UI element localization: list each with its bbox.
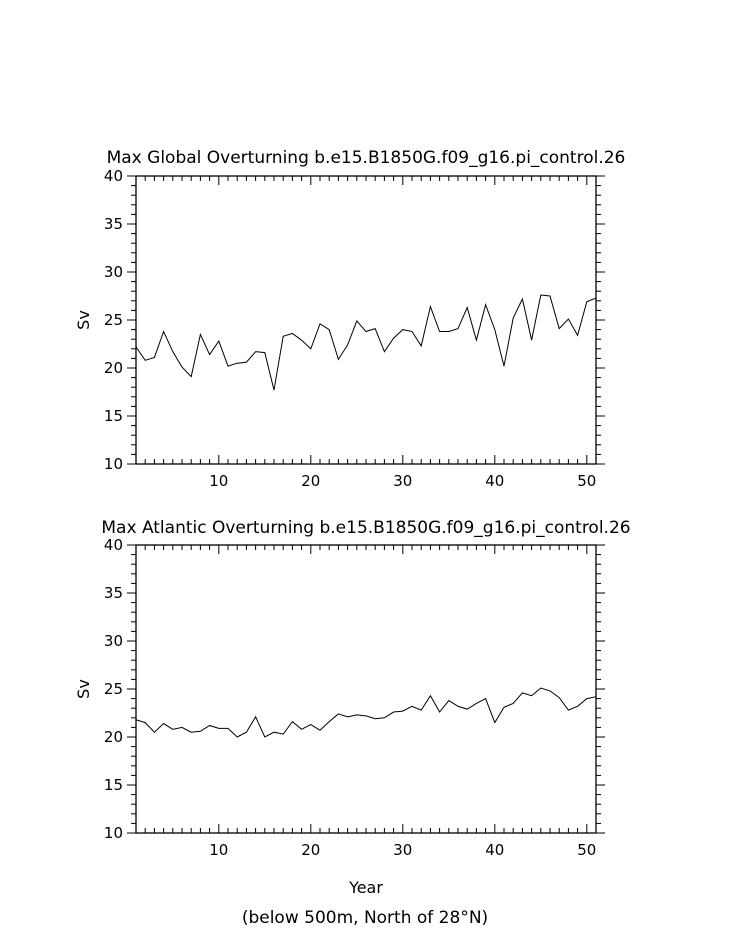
global-x-tick-label: 10 (209, 472, 228, 490)
atlantic-series-line (135, 687, 597, 738)
atlantic-x-axis-label: Year (348, 878, 383, 897)
global-y-tick-label: 25 (104, 311, 123, 329)
global-chart-title: Max Global Overturning b.e15.B1850G.f09_… (107, 148, 626, 168)
global-y-tick-label: 10 (104, 455, 123, 473)
global-series-line (135, 294, 597, 391)
atlantic-x-tick-label: 40 (485, 841, 504, 859)
atlantic-x-tick-label: 30 (393, 841, 412, 859)
atlantic-y-tick-label: 15 (104, 776, 123, 794)
global-y-axis-label: Sv (74, 310, 93, 330)
atlantic-y-tick-label: 10 (104, 824, 123, 842)
global-y-tick-label: 35 (104, 215, 123, 233)
atlantic-y-tick-label: 35 (104, 584, 123, 602)
atlantic-x-tick-label: 50 (577, 841, 596, 859)
atlantic-y-tick-label: 30 (104, 632, 123, 650)
atlantic-x-tick-label: 10 (209, 841, 228, 859)
global-x-tick-label: 20 (301, 472, 320, 490)
global-x-tick-label: 50 (577, 472, 596, 490)
atlantic-x-tick-label: 20 (301, 841, 320, 859)
global-y-tick-label: 40 (104, 167, 123, 185)
global-x-tick-label: 30 (393, 472, 412, 490)
atlantic-y-tick-label: 20 (104, 728, 123, 746)
atlantic-plot-frame (135, 544, 597, 834)
footnote-text: (below 500m, North of 28°N) (242, 908, 488, 928)
atlantic-y-axis-label: Sv (74, 679, 93, 699)
global-y-tick-label: 15 (104, 407, 123, 425)
atlantic-y-tick-label: 40 (104, 536, 123, 554)
global-x-tick-label: 40 (485, 472, 504, 490)
global-overturning-panel: Max Global Overturning b.e15.B1850G.f09_… (74, 148, 625, 490)
atlantic-y-tick-label: 25 (104, 680, 123, 698)
atlantic-chart-title: Max Atlantic Overturning b.e15.B1850G.f0… (101, 518, 630, 538)
global-y-tick-label: 20 (104, 359, 123, 377)
global-y-tick-label: 30 (104, 263, 123, 281)
atlantic-overturning-panel: Max Atlantic Overturning b.e15.B1850G.f0… (74, 518, 631, 897)
